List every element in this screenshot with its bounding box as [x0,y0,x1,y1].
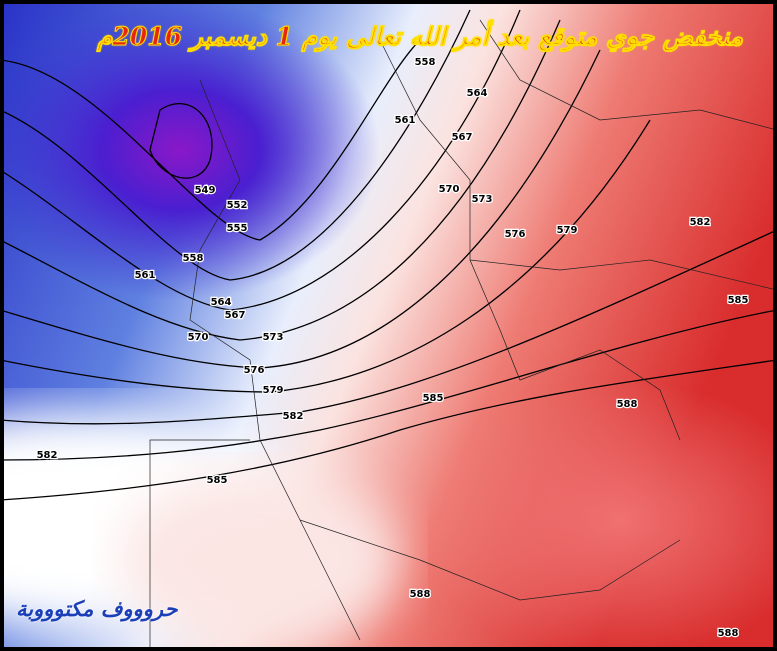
contour-label: 570 [188,332,209,343]
contour-label: 549 [195,185,216,196]
contour-label: 567 [452,132,473,143]
contours [0,9,777,501]
watermark: حروووف مكتوووبة [16,596,178,621]
contour-label: 573 [263,332,284,343]
contour-label: 558 [183,253,204,264]
contour-label: 576 [244,365,265,376]
contour-label: 573 [472,194,493,205]
light-zone [120,470,400,650]
contour-label: 576 [505,229,526,240]
contour-label: 585 [423,393,444,404]
low-pressure-core [0,0,380,300]
contour-label: 579 [557,225,578,236]
contour-label: 582 [283,411,304,422]
contour-label: 564 [467,88,488,99]
contour-label: 588 [617,399,638,410]
contour-label: 582 [37,450,58,461]
contour-label: 555 [227,223,248,234]
contour-label: 582 [690,217,711,228]
contour-label: 558 [415,57,436,68]
contour-label: 588 [718,628,739,639]
contour-label: 567 [225,310,246,321]
contour-label: 579 [263,385,284,396]
contour-label: 564 [211,297,232,308]
contour-label: 561 [135,270,156,281]
contour-label: 561 [395,115,416,126]
contour-label: 585 [728,295,749,306]
contour-label: 552 [227,200,248,211]
map-title: منخفض جوي متوقع بعد أمر الله تعالى يوم 1… [96,22,743,52]
contour-label: 588 [410,589,431,600]
contour-label: 585 [207,475,228,486]
borders [149,19,777,650]
warm-zone [420,380,777,651]
contour-label: 570 [439,184,460,195]
